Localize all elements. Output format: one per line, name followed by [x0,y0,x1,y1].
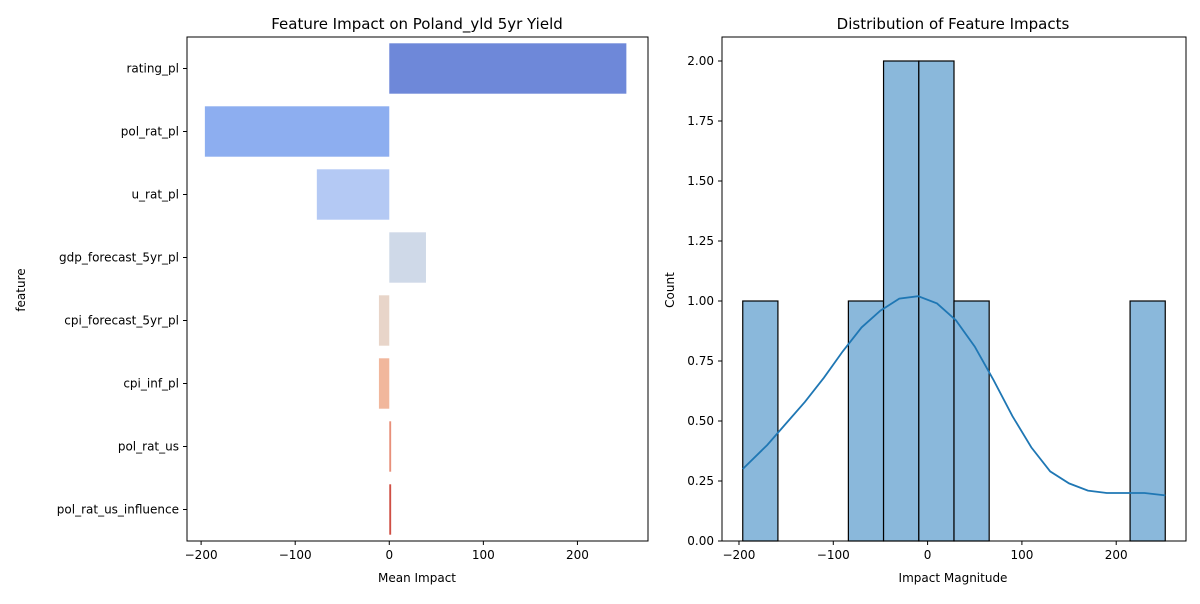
y-tick-label: 0.00 [687,534,714,548]
x-tick-label: 200 [1105,548,1128,562]
left-bars [204,43,627,535]
histogram-bar [918,60,955,542]
y-tick-label: 2.00 [687,54,714,68]
y-tick-label: 1.50 [687,174,714,188]
x-tick-label: 0 [924,548,932,562]
y-tick-label: cpi_forecast_5yr_pl [64,314,179,328]
y-tick-label: pol_rat_us [118,440,179,454]
right-plot-frame [721,36,1187,542]
y-tick-label: gdp_forecast_5yr_pl [59,251,179,265]
bar-gdp-forecast-5yr-pl [389,232,426,283]
right-ticks: −200 −100 0 100 200 0.00 0.25 0.50 0.75 1.00 1.25 1… [687,54,1127,562]
x-tick-label: 100 [472,548,495,562]
bar-u-rat-pl [316,169,390,220]
y-tick-label: 0.50 [687,414,714,428]
left-y-axis-label: feature [14,268,28,311]
y-tick-label: cpi_inf_pl [123,377,179,391]
y-tick-label: 1.25 [687,234,714,248]
y-tick-label: 0.25 [687,474,714,488]
y-tick-label: 1.75 [687,114,714,128]
y-tick-label: pol_rat_pl [121,125,179,139]
impact-bar-chart: Feature Impact on Poland_yld 5yr Yield M… [14,15,649,585]
histogram-bar [953,300,990,542]
right-x-axis-label: Impact Magnitude [899,571,1008,585]
y-tick-label: rating_pl [127,62,180,76]
y-tick-label: 1.00 [687,294,714,308]
y-tick-label: 0.75 [687,354,714,368]
left-x-axis-label: Mean Impact [378,571,456,585]
x-tick-label: 100 [1010,548,1033,562]
histogram-bar [742,300,779,542]
y-tick-label: pol_rat_us_influence [57,503,179,517]
x-tick-label: 0 [385,548,393,562]
left-plot-frame [186,36,649,542]
x-tick-label: −200 [722,548,755,562]
x-tick-label: 200 [566,548,589,562]
bar-rating-pl [389,43,627,94]
x-tick-label: −200 [185,548,218,562]
y-tick-label: u_rat_pl [131,188,179,202]
kde-curve [742,295,1166,497]
right-bars [742,60,1166,542]
bar-cpi-forecast-5yr-pl [378,295,390,346]
histogram-bar [882,60,920,542]
histogram-bar [1129,300,1166,542]
impact-histogram: Distribution of Feature Impacts Impact M… [663,15,1187,585]
x-tick-label: −100 [817,548,850,562]
left-chart-title: Feature Impact on Poland_yld 5yr Yield [271,15,563,34]
x-tick-label: −100 [279,548,312,562]
bar-pol-rat-us [389,421,392,472]
left-ticks: rating_pl pol_rat_pl u_rat_pl gdp_forecast_… [57,62,589,563]
right-y-axis-label: Count [663,272,677,308]
bar-cpi-inf-pl [378,358,390,409]
bar-pol-rat-pl [204,106,390,157]
right-chart-title: Distribution of Feature Impacts [837,15,1070,33]
bar-pol-rat-us-influence [389,484,392,535]
